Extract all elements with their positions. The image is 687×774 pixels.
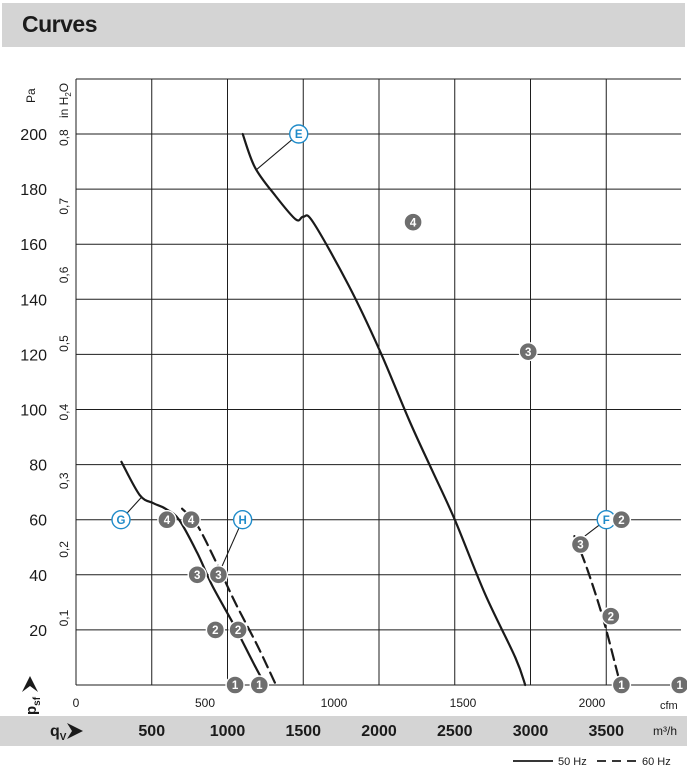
operating-point-label: 3 bbox=[525, 347, 531, 359]
curve-g bbox=[120, 460, 267, 687]
y-tick-label-inh2o: 0,6 bbox=[57, 266, 71, 283]
y-tick-label-inh2o: 0,2 bbox=[57, 541, 71, 558]
operating-point-marker bbox=[570, 534, 591, 555]
operating-point-marker bbox=[228, 620, 248, 640]
x-axis-symbol: qV bbox=[50, 723, 67, 743]
operating-point-label: 3 bbox=[215, 570, 221, 582]
callout-circle-h bbox=[232, 510, 253, 530]
curve-e bbox=[241, 132, 527, 687]
y-tick-label-inh2o: 0,8 bbox=[57, 129, 71, 146]
y-axis-arrow-icon bbox=[22, 676, 38, 692]
callout-label-h: H bbox=[238, 515, 246, 527]
symbol-subscript: V bbox=[60, 732, 67, 743]
x-tick-label-m3h: 500 bbox=[138, 723, 165, 740]
y-tick-label-inh2o: 0,3 bbox=[57, 472, 71, 489]
callout-label-e: E bbox=[295, 129, 303, 141]
x-tick-label-m3h: 2500 bbox=[437, 723, 473, 740]
unit-subscript: 2 bbox=[64, 92, 73, 97]
operating-point-label: 1 bbox=[677, 680, 684, 692]
x-tick-label-cfm: 1500 bbox=[450, 696, 477, 710]
callout-label-f: F bbox=[603, 515, 610, 527]
y-tick-label-inh2o: 0,5 bbox=[57, 335, 71, 352]
operating-point-label: 4 bbox=[410, 217, 417, 229]
x-axis-arrow-icon bbox=[67, 723, 83, 739]
x-axis-unit-m3h: m³/h bbox=[653, 724, 677, 738]
x-tick-label-cfm: 1000 bbox=[321, 696, 348, 710]
operating-point-label: 1 bbox=[232, 680, 239, 692]
x-tick-label-m3h: 2000 bbox=[361, 723, 397, 740]
operating-point-marker bbox=[518, 341, 538, 362]
operating-point-label: 2 bbox=[608, 611, 614, 623]
operating-point-label: 4 bbox=[164, 515, 171, 527]
y-tick-label-pa: 40 bbox=[29, 568, 47, 585]
callout-label-g: G bbox=[117, 515, 126, 527]
x-tick-label-cfm: 0 bbox=[73, 696, 80, 710]
header-bar: Curves bbox=[2, 3, 685, 47]
operating-point-label: 2 bbox=[212, 625, 218, 637]
operating-point-label: 1 bbox=[256, 680, 263, 692]
operating-point-label: 4 bbox=[188, 515, 195, 527]
x-tick-label-m3h: 3500 bbox=[588, 723, 624, 740]
operating-point-marker bbox=[611, 675, 632, 695]
symbol-main: q bbox=[50, 723, 60, 740]
x-axis-band bbox=[0, 716, 687, 746]
x-tick-label-m3h: 1000 bbox=[210, 723, 246, 740]
operating-point-marker bbox=[403, 212, 423, 232]
operating-point-label: 2 bbox=[235, 625, 241, 637]
symbol-main: p bbox=[23, 706, 40, 715]
operating-point-marker bbox=[181, 510, 201, 530]
unit-part: O bbox=[57, 83, 71, 92]
operating-point-marker bbox=[601, 606, 621, 626]
operating-point-marker bbox=[187, 565, 207, 585]
callout-circle-g bbox=[111, 510, 131, 530]
operating-point-marker bbox=[225, 675, 245, 695]
callout-circle-e bbox=[289, 124, 309, 144]
y-axis-unit-pa: Pa bbox=[24, 88, 38, 103]
y-tick-label-pa: 160 bbox=[20, 237, 47, 254]
x-tick-label-m3h: 1500 bbox=[285, 723, 321, 740]
y-tick-label-pa: 120 bbox=[20, 347, 47, 364]
operating-point-marker bbox=[249, 675, 270, 695]
operating-point-marker bbox=[208, 565, 229, 585]
y-tick-label-pa: 80 bbox=[29, 458, 47, 475]
x-tick-label-cfm: 2000 bbox=[579, 696, 606, 710]
y-tick-label-pa: 100 bbox=[20, 403, 47, 420]
y-axis-unit-inh2o: in H2O bbox=[57, 83, 73, 118]
operating-point-marker bbox=[157, 510, 177, 530]
operating-point-label: 1 bbox=[618, 680, 625, 692]
y-tick-label-pa: 200 bbox=[20, 127, 47, 144]
unit-part: in H bbox=[57, 97, 71, 118]
y-tick-label-inh2o: 0,1 bbox=[57, 609, 71, 626]
operating-point-label: 3 bbox=[577, 540, 583, 552]
y-tick-label-pa: 180 bbox=[20, 182, 47, 199]
legend-label-50hz: 50 Hz bbox=[558, 756, 587, 768]
legend-label-60hz: 60 Hz bbox=[642, 756, 671, 768]
y-tick-label-inh2o: 0,4 bbox=[57, 403, 71, 420]
operating-point-label: 3 bbox=[194, 570, 200, 582]
operating-point-marker bbox=[611, 510, 632, 530]
x-tick-label-m3h: 3000 bbox=[513, 723, 549, 740]
y-tick-label-pa: 140 bbox=[20, 292, 47, 309]
section-title: Curves bbox=[22, 11, 97, 37]
symbol-subscript: sf bbox=[32, 696, 43, 706]
y-tick-label-pa: 20 bbox=[29, 623, 47, 640]
curve-h bbox=[181, 507, 278, 687]
x-tick-label-cfm: 500 bbox=[195, 696, 215, 710]
y-tick-label-pa: 60 bbox=[29, 513, 47, 530]
operating-point-label: 2 bbox=[618, 515, 624, 527]
operating-point-marker bbox=[205, 620, 226, 640]
y-axis-symbol: psf bbox=[23, 696, 43, 715]
y-tick-label-inh2o: 0,7 bbox=[57, 198, 71, 215]
operating-point-marker bbox=[670, 675, 687, 695]
x-axis-unit-cfm: cfm bbox=[660, 700, 678, 712]
